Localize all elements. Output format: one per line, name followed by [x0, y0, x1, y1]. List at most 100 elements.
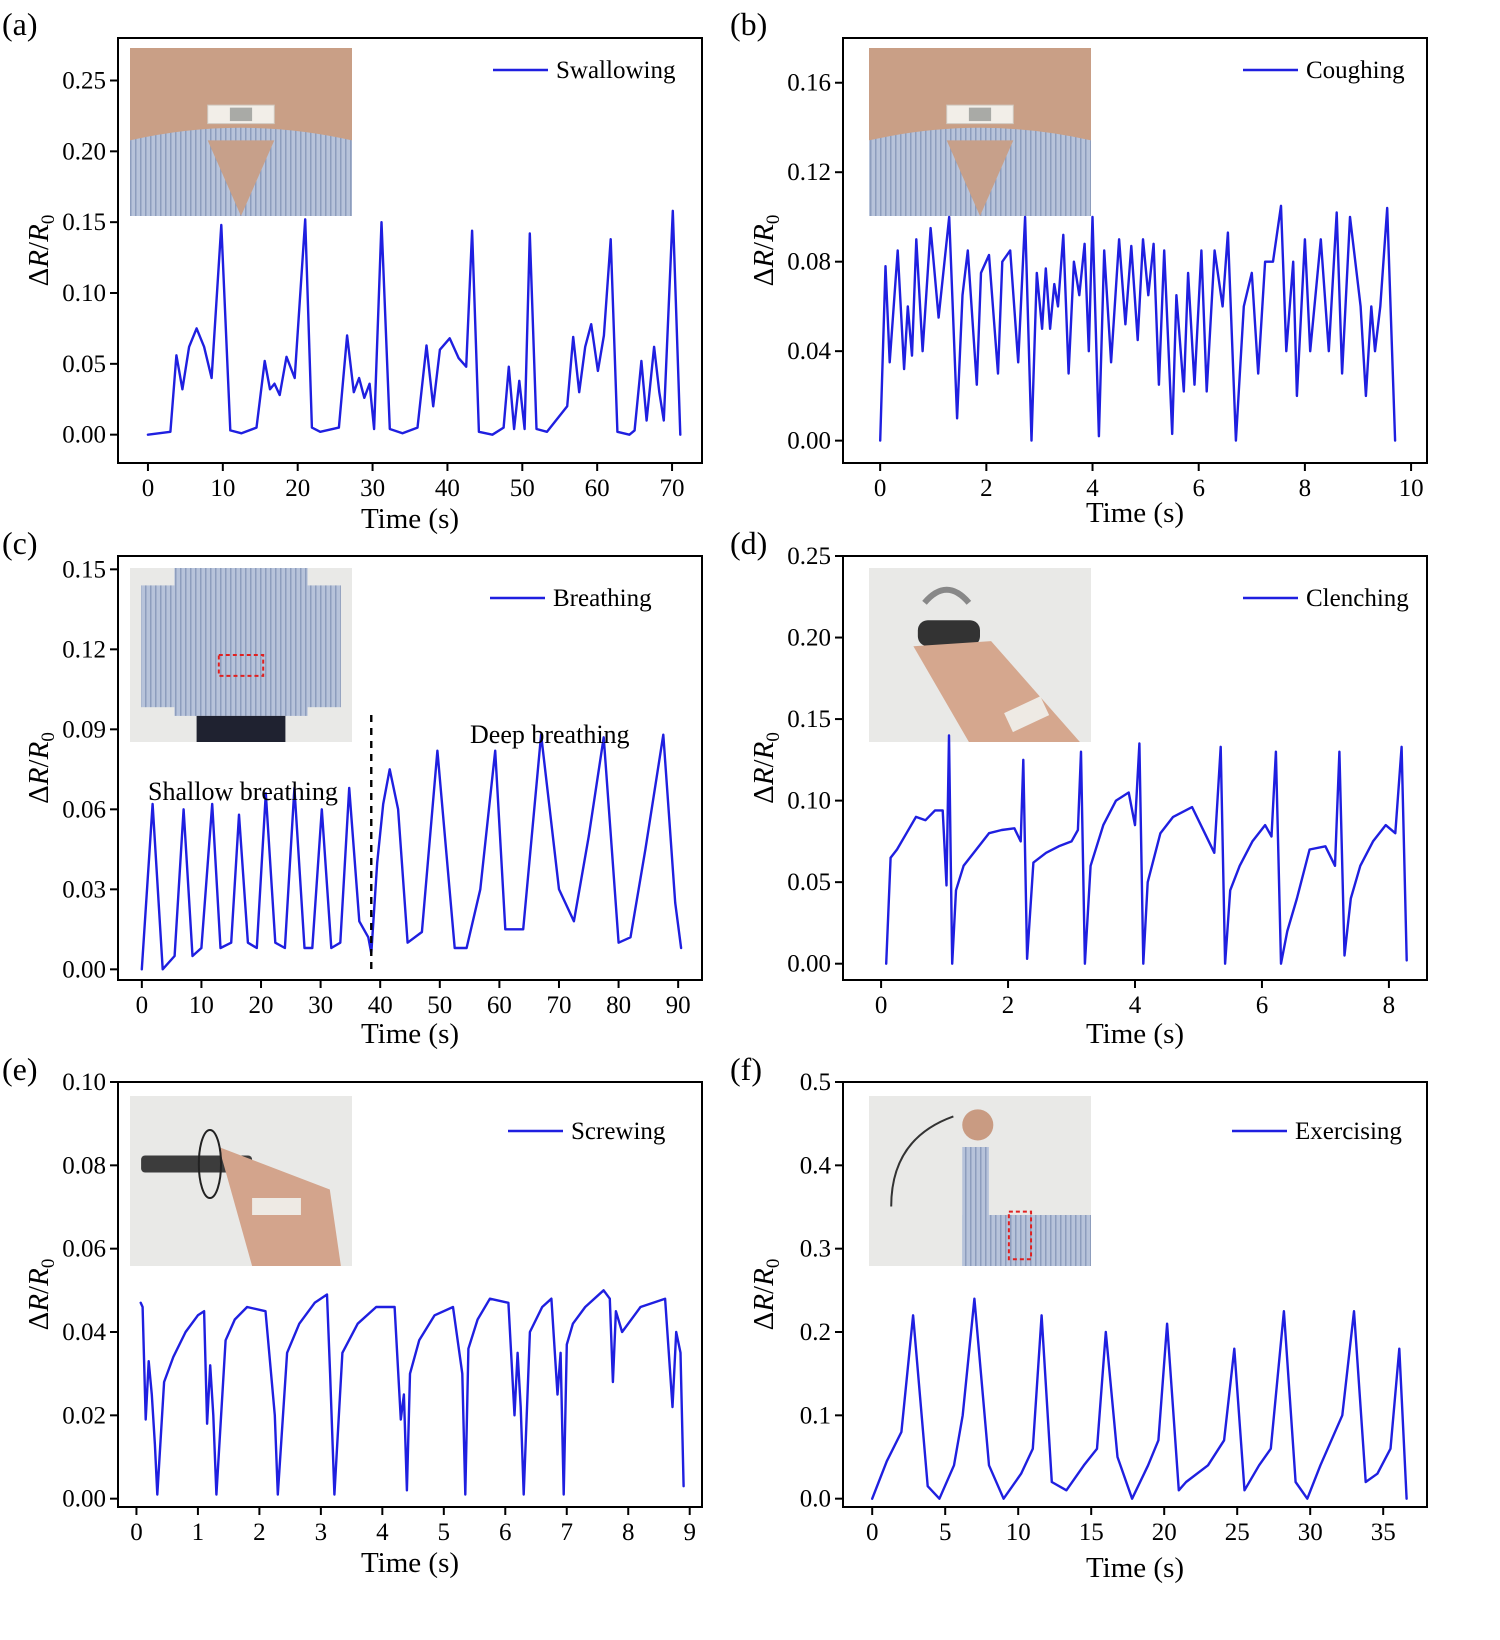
annotation-shallow-breathing: Shallow breathing: [148, 777, 338, 806]
x-tick-label: 4: [376, 1519, 389, 1546]
plot-frame: [117, 1081, 703, 1508]
x-tick-label: 60: [487, 992, 512, 1019]
x-axis-title: Time (s): [1086, 1552, 1184, 1584]
y-axis-title: ΔR/R0: [748, 215, 784, 287]
x-tick-label: 30: [1298, 1519, 1323, 1546]
x-tick-label: 2: [253, 1519, 266, 1546]
panel-label: (e): [2, 1051, 38, 1087]
plot-frame: [842, 37, 1428, 464]
x-tick-label: 10: [1399, 475, 1424, 502]
legend: Exercising: [1232, 1118, 1402, 1145]
panel-label: (b): [730, 6, 767, 42]
y-axis-title: ΔR/R0: [23, 215, 59, 287]
y-tick-label: 0.00: [787, 428, 831, 455]
x-tick-label: 10: [210, 475, 235, 502]
x-tick-label: 0: [875, 992, 888, 1019]
legend-label: Breathing: [553, 585, 652, 612]
x-tick-label: 40: [368, 992, 393, 1019]
series-line-clenching: [885, 734, 1408, 965]
plot-frame: [842, 1081, 1428, 1508]
y-tick-label: 0.2: [800, 1319, 831, 1346]
legend-label: Clenching: [1306, 585, 1409, 612]
chest-sensor-photo: [130, 568, 352, 742]
x-tick-label: 20: [249, 992, 274, 1019]
y-tick-label: 0.25: [787, 543, 831, 570]
series-line-screwing: [139, 1289, 685, 1496]
y-tick-label: 0.04: [62, 1319, 106, 1346]
panel-b: (b) 0 2 4 6 8 10 0.00 0.04 0.08 0.12 0.16 Time (s) ΔR…: [730, 6, 1428, 529]
legend: Breathing: [490, 585, 652, 612]
x-tick-label: 4: [1086, 475, 1099, 502]
y-tick-label: 0.16: [787, 70, 831, 97]
y-tick-label: 0.0: [800, 1486, 831, 1513]
y-tick-label: 0.1: [800, 1402, 831, 1429]
y-axis-title: ΔR/R0: [23, 732, 59, 804]
x-tick-label: 0: [874, 475, 887, 502]
x-tick-label: 20: [285, 475, 310, 502]
legend-label: Exercising: [1295, 1118, 1402, 1145]
hand-grip-photo: [869, 568, 1091, 742]
y-tick-label: 0.00: [62, 422, 106, 449]
panel-a: (a) 0 10 20 30 40 50 60 70 0.00 0.05 0.10 0.15 0.20 0.…: [2, 6, 703, 535]
x-tick-label: 0: [142, 475, 155, 502]
x-tick-label: 10: [189, 992, 214, 1019]
plot-frame: [117, 37, 703, 464]
x-tick-label: 90: [666, 992, 691, 1019]
x-tick-label: 0: [866, 1519, 879, 1546]
x-axis-title: Time (s): [1086, 1018, 1184, 1050]
x-tick-label: 3: [315, 1519, 328, 1546]
y-tick-label: 0.15: [62, 556, 106, 583]
panel-f: (f) 0 5 10 15 20 25 30 35 0.0 0.1 0.2 0.3 0.4 0.5 Time …: [730, 1051, 1428, 1584]
panel-e: (e) 0 1 2 3 4 5 6 7 8 9 0.00 0.02 0.04 0.06 0.08 0.10 Tim…: [2, 1051, 703, 1579]
y-tick-label: 0.09: [62, 716, 106, 743]
x-axis-title: Time (s): [361, 1018, 459, 1050]
panel-label: (d): [730, 525, 767, 561]
x-tick-label: 0: [130, 1519, 143, 1546]
y-tick-label: 0.06: [62, 1236, 106, 1263]
y-tick-label: 0.15: [62, 209, 106, 236]
y-tick-label: 0.12: [787, 159, 831, 186]
panel-c: (c) 0 10 20 30 40 50 60 70 80 90 0.00 0.03 0.06 0.09 0.…: [2, 525, 703, 1050]
x-tick-label: 30: [308, 992, 333, 1019]
y-tick-label: 0.05: [62, 351, 106, 378]
y-tick-label: 0.10: [62, 1069, 106, 1096]
y-tick-label: 0.08: [787, 249, 831, 276]
series-line-swallowing: [146, 209, 682, 436]
x-tick-label: 60: [585, 475, 610, 502]
throat-sensor-photo: [869, 48, 1091, 216]
y-tick-label: 0.02: [62, 1402, 106, 1429]
y-tick-label: 0.20: [62, 138, 106, 165]
x-tick-label: 35: [1371, 1519, 1396, 1546]
panel-label: (f): [730, 1051, 762, 1087]
x-axis-title: Time (s): [361, 1547, 459, 1579]
x-tick-label: 80: [606, 992, 631, 1019]
annotation-deep-breathing: Deep breathing: [470, 720, 630, 749]
x-tick-label: 25: [1225, 1519, 1250, 1546]
series-line-coughing: [879, 204, 1397, 442]
x-tick-label: 50: [427, 992, 452, 1019]
y-tick-label: 0.4: [800, 1152, 832, 1179]
x-tick-label: 9: [683, 1519, 696, 1546]
x-tick-label: 70: [546, 992, 571, 1019]
x-tick-label: 1: [192, 1519, 205, 1546]
legend: Screwing: [508, 1118, 666, 1145]
x-tick-label: 40: [435, 475, 460, 502]
y-axis-title: ΔR/R0: [23, 1259, 59, 1331]
y-axis-title: ΔR/R0: [748, 732, 784, 804]
x-tick-label: 6: [1256, 992, 1269, 1019]
legend: Clenching: [1243, 585, 1409, 612]
x-tick-label: 0: [136, 992, 149, 1019]
y-tick-label: 0.00: [62, 1486, 106, 1513]
y-tick-label: 0.05: [787, 869, 831, 896]
plot-frame: [117, 555, 703, 981]
x-tick-label: 10: [1006, 1519, 1031, 1546]
x-tick-label: 6: [1192, 475, 1205, 502]
y-tick-label: 0.10: [787, 788, 831, 815]
x-tick-label: 50: [510, 475, 535, 502]
x-tick-label: 6: [499, 1519, 512, 1546]
y-tick-label: 0.00: [787, 951, 831, 978]
y-tick-label: 0.12: [62, 636, 106, 663]
y-tick-label: 0.15: [787, 706, 831, 733]
x-axis-title: Time (s): [1086, 497, 1184, 529]
x-tick-label: 7: [561, 1519, 574, 1546]
